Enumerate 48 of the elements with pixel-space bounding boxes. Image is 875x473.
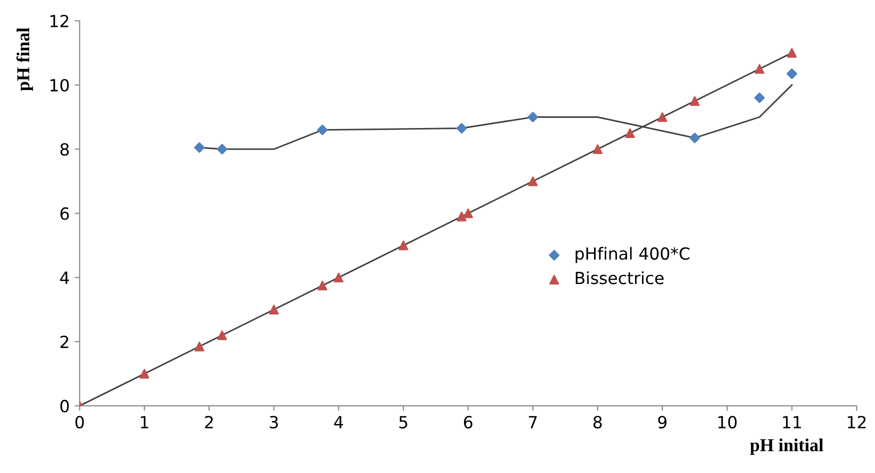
x-tick-label: 2 (205, 416, 213, 428)
x-tick-label: 3 (270, 416, 278, 428)
x-tick-label: 4 (334, 416, 343, 428)
x-tick-label: 9 (658, 416, 667, 428)
point (217, 330, 227, 340)
point (463, 208, 473, 218)
point (786, 68, 798, 80)
x-tick-label: 12 (848, 416, 866, 428)
point (216, 144, 228, 154)
point (754, 64, 764, 74)
point (528, 176, 538, 186)
y-axis-title: pH final (16, 28, 34, 91)
x-tick-label: 1 (140, 416, 148, 428)
y-tick-label: 0 (60, 400, 69, 412)
point (398, 240, 408, 250)
x-axis-title: pH initial (750, 438, 824, 455)
point (689, 132, 700, 144)
point (194, 342, 204, 352)
x-tick-label: 8 (593, 416, 602, 428)
point (140, 368, 150, 379)
y-tick-label: 2 (60, 336, 68, 348)
point (528, 112, 538, 122)
point (658, 112, 668, 122)
y-tick-label: 6 (60, 207, 69, 220)
legend-label: Bissectrice (576, 271, 664, 284)
point (690, 96, 700, 106)
point (334, 272, 344, 282)
point (318, 280, 328, 290)
point (787, 48, 797, 58)
x-tick-label: 10 (718, 416, 737, 428)
legend-label: pHfinal 400*C (576, 246, 690, 264)
x-tick-label: 7 (528, 416, 537, 428)
x-tick-label: 6 (464, 416, 472, 428)
x-tick-label: 11 (783, 416, 801, 428)
y-tick-label: 4 (60, 272, 69, 284)
y-tick-label: 8 (60, 143, 69, 156)
point (592, 144, 602, 154)
point (269, 304, 279, 314)
x-tick-label: 0 (75, 416, 84, 428)
y-tick-label: 10 (50, 78, 69, 92)
point (456, 122, 467, 134)
point (317, 124, 328, 136)
point (456, 212, 467, 222)
point (754, 92, 765, 104)
point (625, 128, 635, 138)
y-tick-label: 12 (50, 14, 68, 28)
x-tick-label: 5 (399, 416, 408, 428)
point (194, 142, 205, 153)
